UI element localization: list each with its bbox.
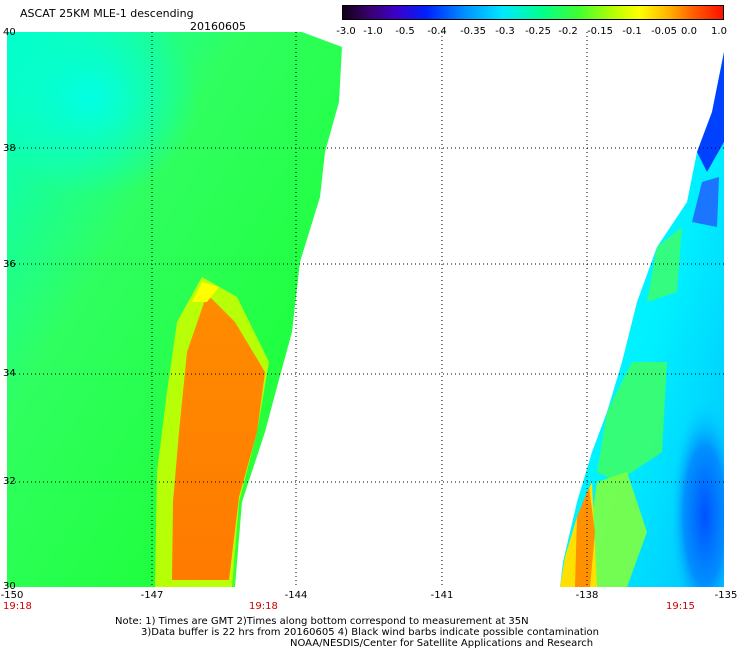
lat-label: 34 — [3, 368, 16, 379]
colorbar-tick: 0.0 — [681, 26, 697, 37]
time-label: 19:18 — [3, 601, 32, 612]
colorbar-tick: -0.25 — [525, 26, 551, 37]
graticule — [7, 32, 724, 587]
lon-label: -135 — [714, 590, 738, 601]
lat-label: 38 — [3, 143, 16, 154]
colorbar-tick: -0.1 — [622, 26, 642, 37]
colorbar-tick: -0.05 — [651, 26, 677, 37]
lat-label: 40 — [3, 27, 16, 38]
colorbar-tick: -3.0 — [336, 26, 356, 37]
lat-label: 36 — [3, 259, 16, 270]
note-line-1: Note: 1) Times are GMT 2)Times along bot… — [115, 616, 529, 627]
lon-label: -141 — [430, 590, 454, 601]
lat-label: 30 — [3, 581, 16, 592]
colorbar-tick: -0.5 — [395, 26, 415, 37]
satellite-swath-map — [7, 32, 724, 587]
colorbar-tick: -1.0 — [363, 26, 383, 37]
map-date: 20160605 — [190, 20, 246, 33]
colorbar-tick: -0.3 — [495, 26, 515, 37]
lon-label: -138 — [575, 590, 599, 601]
colorbar-tick: -0.4 — [427, 26, 447, 37]
time-label: 19:18 — [249, 601, 278, 612]
colorbar-tick: -0.35 — [460, 26, 486, 37]
colorbar-tick: -0.2 — [558, 26, 578, 37]
colorbar-tick: -0.15 — [587, 26, 613, 37]
map-title: ASCAT 25KM MLE-1 descending — [20, 7, 194, 20]
colorbar-tick: 1.0 — [711, 26, 727, 37]
note-line-2: 3)Data buffer is 22 hrs from 20160605 4)… — [141, 627, 599, 638]
lon-label: -147 — [140, 590, 164, 601]
right-swath — [560, 52, 724, 587]
left-swath — [7, 32, 342, 587]
lat-label: 32 — [3, 476, 16, 487]
color-scale-bar — [342, 5, 724, 20]
lon-label: -150 — [0, 590, 24, 601]
lon-label: -144 — [284, 590, 308, 601]
time-label: 19:15 — [666, 601, 695, 612]
note-line-3: NOAA/NESDIS/Center for Satellite Applica… — [290, 638, 594, 649]
